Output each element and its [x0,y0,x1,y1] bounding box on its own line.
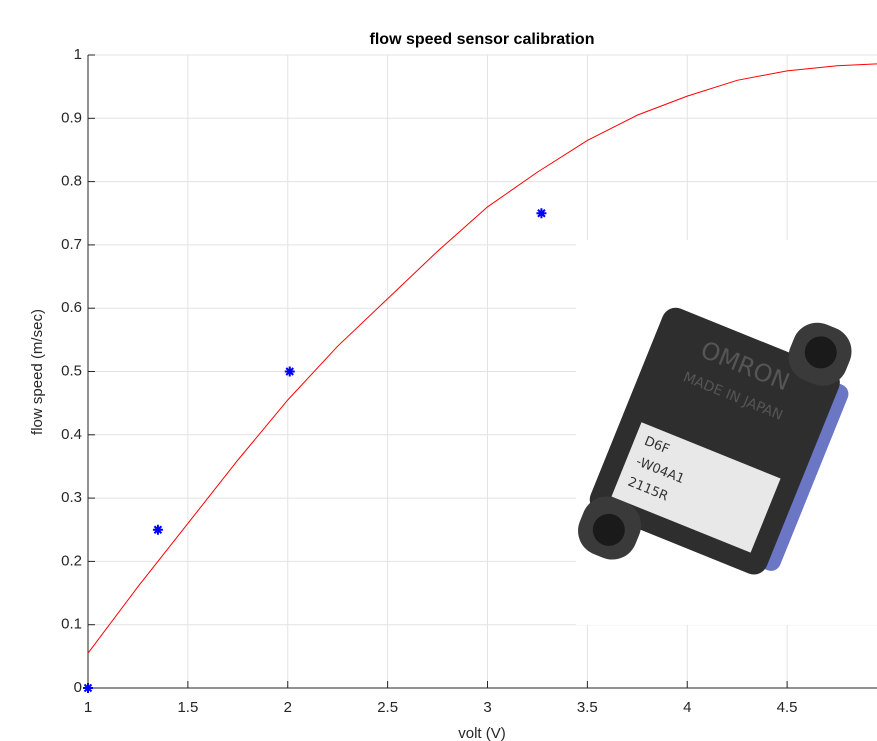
x-tick-label: 1.5 [177,699,198,716]
x-tick-label: 3.5 [577,699,598,716]
x-tick-label: 2 [284,699,292,716]
x-tick-label: 2.5 [377,699,398,716]
x-tick-label: 4 [683,699,691,716]
sensor-hole [592,513,625,546]
y-tick-label: 0.3 [61,489,82,506]
data-point [152,524,163,535]
y-tick-label: 0.7 [61,236,82,253]
sensor-label [611,422,781,553]
sensor: OMRON MADE IN JAPAN D6F -W04A1 2115R [578,307,852,575]
fit-line [87,63,877,654]
y-tick-label: 0.9 [61,109,82,126]
data-point [83,683,93,693]
y-tick-label: 0.5 [61,362,82,379]
data-point [284,366,295,377]
x-tick-label: 3 [483,699,491,716]
x-tick-label: 4.5 [777,699,798,716]
x-tick-label: 1 [84,699,92,716]
y-tick-label: 0.1 [61,616,82,633]
y-tick-label: 0.6 [61,299,82,316]
x-axis-label: volt (V) [458,725,506,741]
chart-title: flow speed sensor calibration [370,31,595,48]
sensor-photo: OMRON MADE IN JAPAN D6F -W04A1 2115R [576,240,877,625]
y-tick-label: 0 [74,679,82,696]
y-tick-label: 0.4 [61,426,82,443]
y-tick-label: 1 [74,46,82,63]
y-axis-label: flow speed (m/sec) [29,309,46,435]
y-tick-label: 0.8 [61,173,82,190]
y-tick-label: 0.2 [61,552,82,569]
data-point [536,208,547,219]
sensor-hole [804,336,837,369]
